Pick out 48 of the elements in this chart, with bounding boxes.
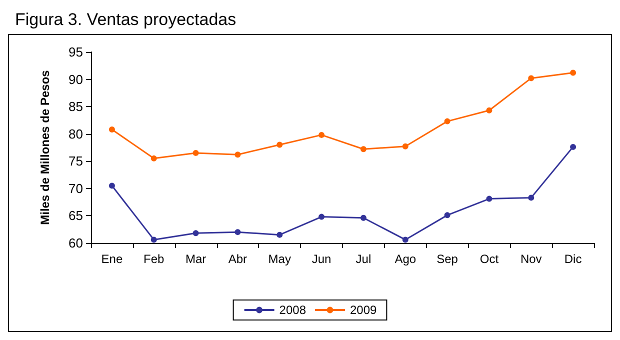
point <box>150 236 157 243</box>
x-tick-label: Oct <box>480 252 500 266</box>
point <box>150 155 157 162</box>
point <box>360 214 366 221</box>
point <box>234 152 241 158</box>
point <box>570 144 576 150</box>
x-tick-label: Sep <box>436 252 458 266</box>
point <box>108 182 115 189</box>
legend-label: 2009 <box>350 303 378 317</box>
x-tick-label: Nov <box>520 252 542 266</box>
point <box>318 214 325 220</box>
x-tick-label: Ene <box>101 252 123 266</box>
point <box>528 75 534 82</box>
point <box>486 107 492 114</box>
x-tick-label: Dic <box>564 252 582 266</box>
point <box>192 150 199 156</box>
x-tick-label: May <box>268 252 291 266</box>
point <box>528 194 534 201</box>
x-tick-label: Mar <box>185 252 206 266</box>
point <box>108 126 115 132</box>
x-tick-label: Jun <box>312 252 332 266</box>
point <box>318 132 325 138</box>
legend-label: 2008 <box>279 303 306 317</box>
point <box>570 70 576 76</box>
point <box>402 143 408 150</box>
point <box>444 118 450 124</box>
x-tick-label: Ago <box>394 252 416 266</box>
y-tick-label: 60 <box>68 236 83 250</box>
y-tick-label: 95 <box>68 44 83 60</box>
point <box>192 230 199 236</box>
chart-title: Figura 3. Ventas proyectadas <box>15 10 236 29</box>
y-tick-label: 85 <box>68 99 83 114</box>
y-tick-label: 65 <box>68 208 83 224</box>
point <box>360 146 366 152</box>
point <box>234 229 241 236</box>
x-tick-label: Feb <box>144 252 165 266</box>
point <box>402 236 408 243</box>
point <box>486 196 492 202</box>
y-axis-title: Miles de Millones de Pesos <box>38 70 52 225</box>
y-tick-label: 70 <box>68 180 83 196</box>
point <box>276 232 283 238</box>
y-tick-label: 80 <box>68 126 83 142</box>
x-tick-label: Jul <box>356 252 372 266</box>
x-tick-label: Abr <box>228 252 248 266</box>
y-tick-label: 75 <box>68 154 83 169</box>
point <box>276 142 283 148</box>
y-tick-label: 90 <box>68 72 83 87</box>
point <box>444 212 450 218</box>
